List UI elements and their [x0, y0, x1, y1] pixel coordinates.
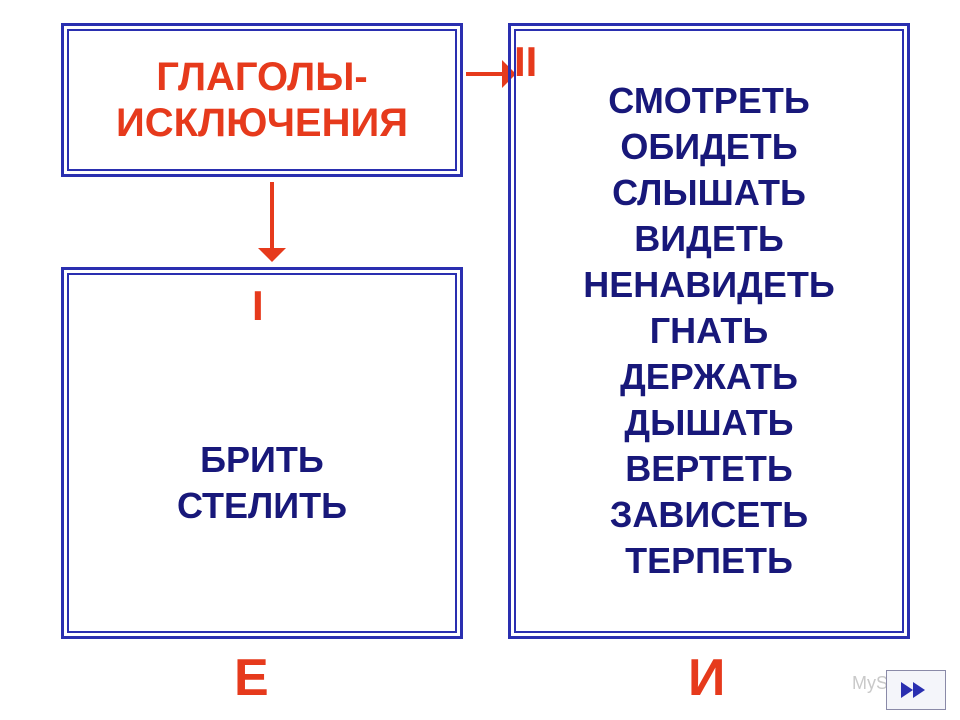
group-II-label: II	[514, 38, 537, 86]
bottom-label-I: И	[688, 648, 725, 708]
group-I-label: I	[252, 282, 264, 330]
group-II-word-list: СМОТРЕТЬ ОБИДЕТЬ СЛЫШАТЬ ВИДЕТЬ НЕНАВИДЕ…	[583, 78, 834, 585]
title-line-2: ИСКЛЮЧЕНИЯ	[116, 100, 408, 146]
next-slide-button[interactable]	[886, 670, 946, 710]
arrow-down-icon	[258, 182, 286, 262]
bottom-label-E: Е	[234, 648, 269, 708]
diagram-stage: ГЛАГОЛЫ- ИСКЛЮЧЕНИЯ БРИТЬ СТЕЛИТЬ СМОТРЕ…	[0, 0, 960, 720]
title-line-1: ГЛАГОЛЫ-	[156, 54, 367, 100]
title-box: ГЛАГОЛЫ- ИСКЛЮЧЕНИЯ	[62, 24, 462, 176]
group-I-word-list: БРИТЬ СТЕЛИТЬ	[177, 437, 347, 529]
group-II-box: СМОТРЕТЬ ОБИДЕТЬ СЛЫШАТЬ ВИДЕТЬ НЕНАВИДЕ…	[509, 24, 909, 638]
forward-icon	[899, 680, 933, 700]
